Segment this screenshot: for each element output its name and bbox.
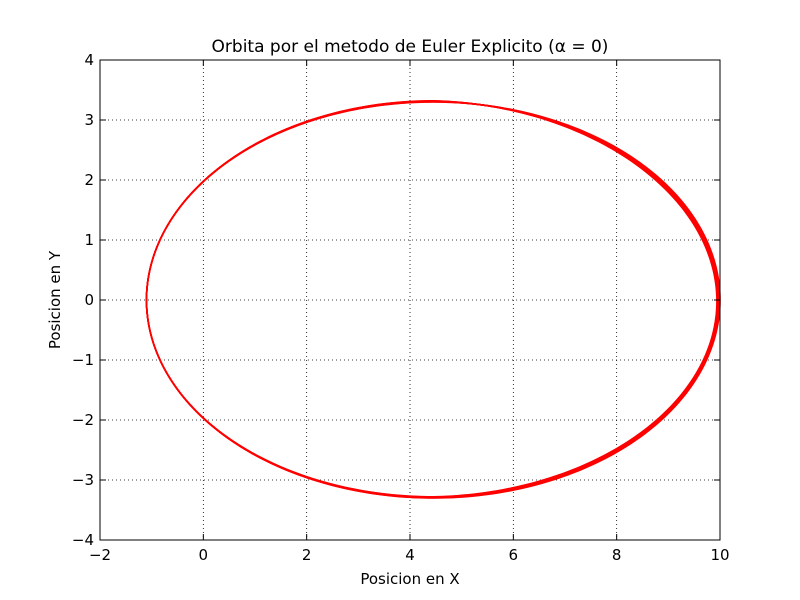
x-tick-label: 10 — [710, 546, 729, 564]
x-axis-label: Posicion en X — [360, 570, 459, 588]
y-tick-label: 3 — [84, 111, 94, 129]
y-tick-label: −2 — [72, 411, 94, 429]
y-tick-label: 1 — [84, 231, 94, 249]
x-tick-label: 2 — [302, 546, 312, 564]
x-tick-label: 8 — [612, 546, 622, 564]
x-tick-label: 0 — [199, 546, 209, 564]
x-tick-label: −2 — [89, 546, 111, 564]
y-tick-label: −4 — [72, 531, 94, 549]
orbit-line — [145, 99, 718, 498]
y-tick-label: 4 — [84, 51, 94, 69]
tick-layer: −2 0 2 4 6 8 10 −4 −3 −2 −1 0 1 2 3 4 — [72, 51, 730, 564]
y-tick-label: −1 — [72, 351, 94, 369]
x-tick-label: 6 — [509, 546, 519, 564]
y-tick-label: 2 — [84, 171, 94, 189]
x-tick-label: 4 — [405, 546, 415, 564]
orbit-layer — [145, 99, 721, 499]
y-axis-label: Posicion en Y — [46, 250, 64, 349]
y-tick-label: −3 — [72, 471, 94, 489]
chart-title: Orbita por el metodo de Euler Explicito … — [212, 37, 609, 57]
grid-layer — [100, 60, 720, 540]
y-tick-label: 0 — [84, 291, 94, 309]
